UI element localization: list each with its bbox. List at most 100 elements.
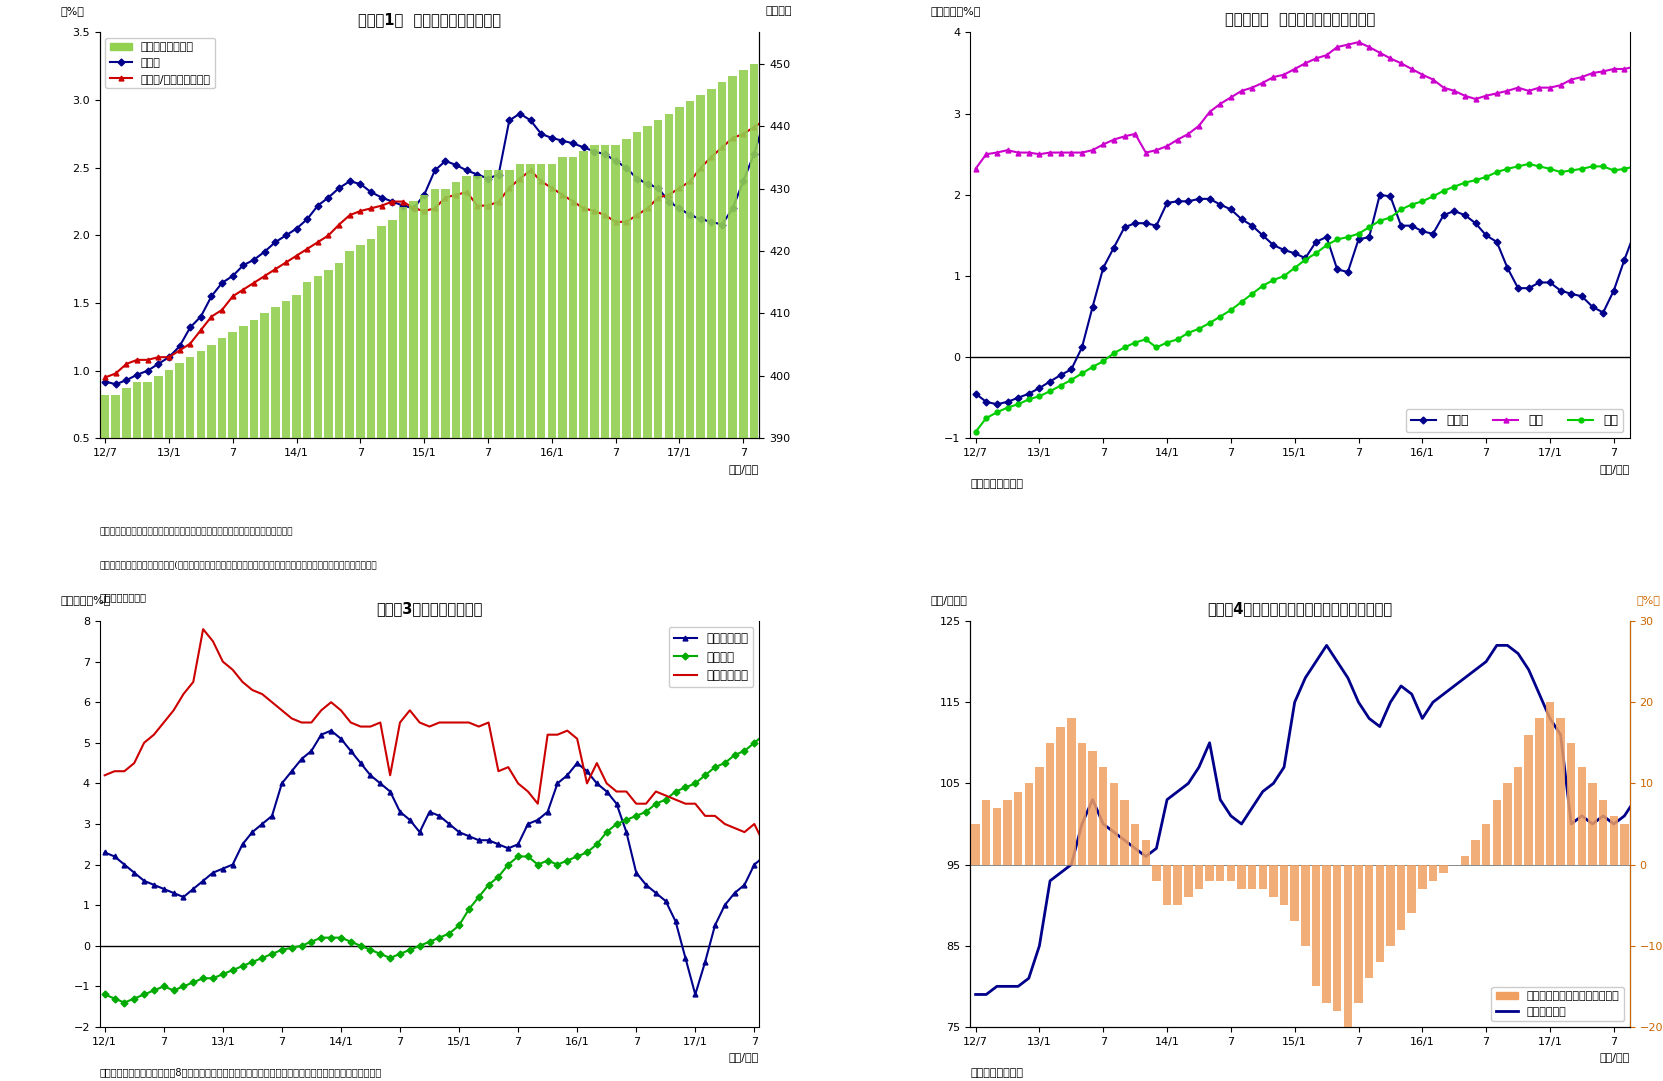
Bar [632, 132, 642, 1081]
Bar [707, 89, 715, 1081]
Bar [738, 70, 748, 1081]
Bar [760, 57, 768, 1081]
Bar [1056, 726, 1064, 865]
Bar [1344, 865, 1352, 1027]
Bar [175, 363, 185, 1081]
X-axis label: （年/月）: （年/月） [1600, 1052, 1630, 1063]
Bar [1131, 824, 1139, 865]
Legend: 都銀等, 地銀, 信金: 都銀等, 地銀, 信金 [1405, 409, 1623, 432]
Bar [1588, 784, 1596, 865]
Bar [697, 95, 705, 1081]
Bar [665, 114, 674, 1081]
Bar [612, 145, 620, 1081]
Bar [431, 188, 439, 1081]
Text: （前年比、%）: （前年比、%） [931, 6, 981, 16]
Bar [1407, 865, 1415, 913]
Bar [1269, 865, 1277, 897]
Bar [750, 64, 758, 1081]
Bar [1419, 865, 1427, 889]
Bar [516, 163, 524, 1081]
Bar [1300, 865, 1309, 946]
Bar [981, 800, 991, 865]
Bar [228, 332, 238, 1081]
Bar [1141, 840, 1151, 865]
Bar [1492, 800, 1502, 865]
Bar [718, 82, 727, 1081]
Bar [1397, 865, 1405, 930]
Bar [303, 282, 311, 1081]
Bar [1227, 865, 1236, 881]
Bar [293, 295, 301, 1081]
Bar [1535, 719, 1543, 865]
Bar [334, 264, 343, 1081]
Bar [559, 158, 567, 1081]
Bar [494, 170, 502, 1081]
Text: （資料）日本銀行: （資料）日本銀行 [970, 479, 1023, 489]
Bar [1152, 865, 1161, 881]
Legend: 大・中堅企業, 中小企業, 地方公共団体: 大・中堅企業, 中小企業, 地方公共団体 [669, 627, 753, 688]
Bar [356, 244, 364, 1081]
Bar [1003, 800, 1011, 865]
Bar [186, 357, 195, 1081]
Bar [1641, 824, 1650, 865]
Bar [239, 326, 248, 1081]
Bar [537, 163, 545, 1081]
Text: （資料）日本銀行　　（注）8月分まで（末残ベース）、大・中堅企業は「法人」－「中小企業」にて算出: （資料）日本銀行 （注）8月分まで（末残ベース）、大・中堅企業は「法人」－「中小… [100, 1068, 382, 1078]
Text: （円/ドル）: （円/ドル） [931, 595, 968, 604]
Bar [1237, 865, 1246, 889]
Bar [1068, 719, 1076, 865]
Bar [1216, 865, 1224, 881]
Bar [1545, 703, 1555, 865]
Bar [1088, 751, 1098, 865]
Bar [1429, 865, 1437, 881]
X-axis label: （年/月）: （年/月） [728, 1052, 760, 1063]
Bar [1162, 865, 1171, 905]
Bar [399, 208, 407, 1081]
Bar [1322, 865, 1330, 1002]
Bar [409, 201, 417, 1081]
Bar [1099, 768, 1108, 865]
Text: （注）特殊要因調整後は、為替変動・債権償却・流動化等の影響を考慮したもの: （注）特殊要因調整後は、為替変動・債権償却・流動化等の影響を考慮したもの [100, 528, 293, 536]
Title: （図表２）  業態別の貸出残高増減率: （図表２） 業態別の貸出残高増減率 [1226, 12, 1375, 27]
Bar [600, 145, 609, 1081]
Bar [1567, 743, 1575, 865]
Bar [1365, 865, 1374, 978]
Bar [1290, 865, 1299, 921]
Text: 特殊要因調整後の前年比＝(今月の調整後貸出残高－前年同月の調整前貸出残高）／前年同月の調整前貸出残高: 特殊要因調整後の前年比＝(今月の調整後貸出残高－前年同月の調整前貸出残高）／前年… [100, 560, 378, 569]
Bar [1184, 865, 1192, 897]
Bar [1472, 840, 1480, 865]
Bar [462, 176, 471, 1081]
Bar [133, 383, 141, 1081]
Bar [1109, 784, 1118, 865]
Bar [1078, 743, 1086, 865]
Bar [196, 351, 205, 1081]
Bar [324, 270, 333, 1081]
Bar [579, 151, 589, 1081]
Bar [1631, 840, 1640, 865]
Bar [1525, 735, 1533, 865]
Bar [569, 158, 577, 1081]
Text: （資料）日本銀行: （資料）日本銀行 [970, 1068, 1023, 1078]
Bar [1440, 865, 1448, 872]
Bar [1174, 865, 1182, 905]
Bar [314, 276, 323, 1081]
Text: （資料）日本銀行: （資料）日本銀行 [100, 592, 146, 602]
Bar [387, 219, 396, 1081]
Bar [452, 183, 461, 1081]
Text: （兆円）: （兆円） [767, 6, 792, 16]
Bar [1387, 865, 1395, 946]
Bar [506, 170, 514, 1081]
Bar [368, 239, 376, 1081]
Legend: ドル円レートの前年比（右軸）, ドル円レート: ドル円レートの前年比（右軸）, ドル円レート [1492, 987, 1625, 1022]
Bar [1578, 768, 1587, 865]
Bar [622, 138, 630, 1081]
Bar [101, 395, 110, 1081]
Bar [547, 163, 555, 1081]
Bar [1247, 865, 1257, 889]
Title: （図表1）  銀行貸出残高の増減率: （図表1） 銀行貸出残高の増減率 [358, 12, 501, 27]
Bar [1312, 865, 1320, 986]
Bar [1034, 768, 1044, 865]
Bar [993, 808, 1001, 865]
Bar [1259, 865, 1267, 889]
Bar [1024, 784, 1033, 865]
